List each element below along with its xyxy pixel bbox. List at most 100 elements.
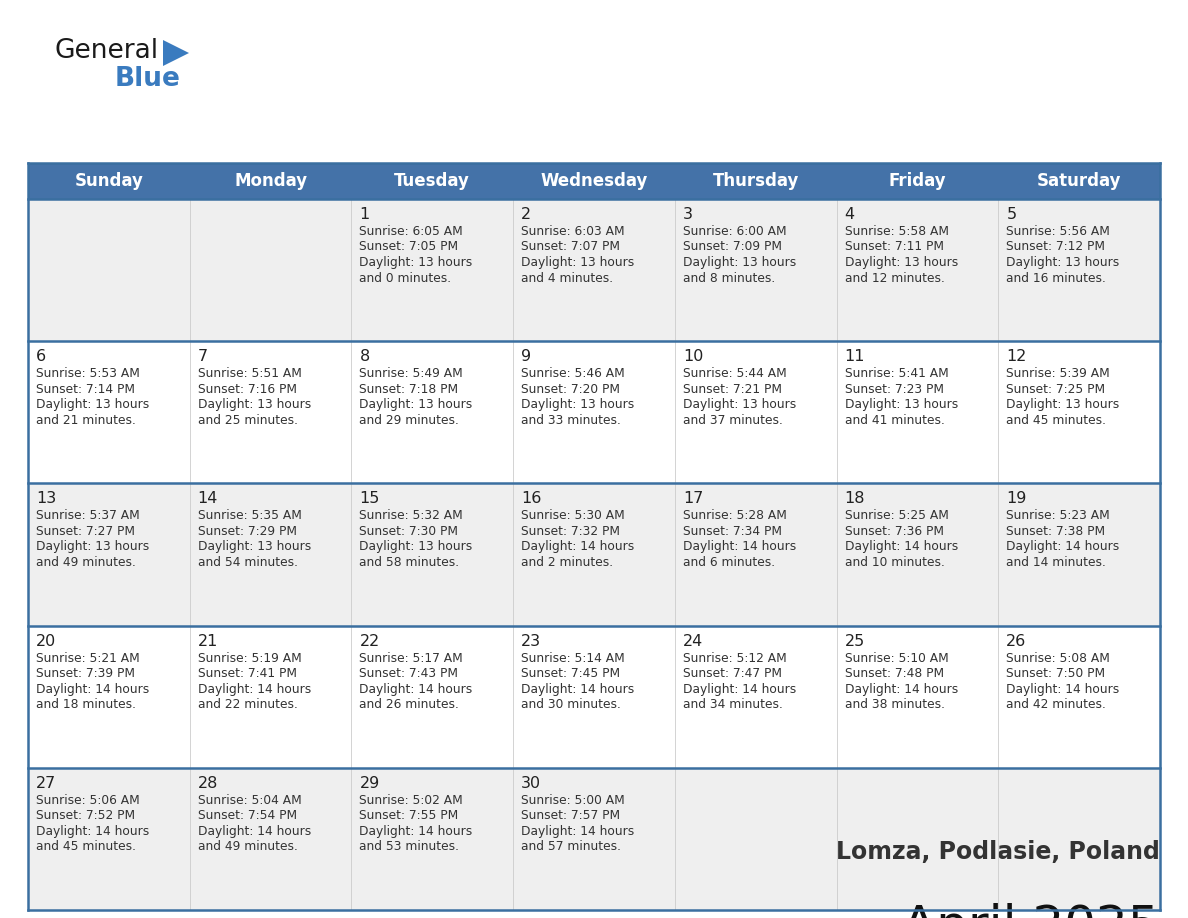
Text: Daylight: 14 hours: Daylight: 14 hours [522, 824, 634, 838]
Text: Sunset: 7:32 PM: Sunset: 7:32 PM [522, 525, 620, 538]
Text: 21: 21 [197, 633, 219, 649]
Text: Daylight: 13 hours: Daylight: 13 hours [360, 256, 473, 269]
Text: Sunset: 7:43 PM: Sunset: 7:43 PM [360, 667, 459, 680]
Text: 8: 8 [360, 349, 369, 364]
Text: Sunset: 7:41 PM: Sunset: 7:41 PM [197, 667, 297, 680]
Text: Sunset: 7:16 PM: Sunset: 7:16 PM [197, 383, 297, 396]
Text: Daylight: 13 hours: Daylight: 13 hours [683, 256, 796, 269]
Text: Daylight: 14 hours: Daylight: 14 hours [197, 683, 311, 696]
Text: Sunset: 7:52 PM: Sunset: 7:52 PM [36, 810, 135, 823]
Text: Sunrise: 5:28 AM: Sunrise: 5:28 AM [683, 509, 786, 522]
Text: Daylight: 13 hours: Daylight: 13 hours [845, 256, 958, 269]
Text: 11: 11 [845, 349, 865, 364]
Text: Blue: Blue [115, 66, 181, 92]
Text: Sunrise: 5:56 AM: Sunrise: 5:56 AM [1006, 225, 1110, 238]
Text: Saturday: Saturday [1037, 172, 1121, 190]
Text: and 34 minutes.: and 34 minutes. [683, 698, 783, 711]
Text: Sunset: 7:34 PM: Sunset: 7:34 PM [683, 525, 782, 538]
Bar [29, 341, 1159, 484]
Text: Sunset: 7:38 PM: Sunset: 7:38 PM [1006, 525, 1105, 538]
Text: 4: 4 [845, 207, 854, 222]
Text: Daylight: 13 hours: Daylight: 13 hours [522, 398, 634, 411]
Text: Sunset: 7:27 PM: Sunset: 7:27 PM [36, 525, 135, 538]
Text: and 29 minutes.: and 29 minutes. [360, 414, 460, 427]
Text: Sunrise: 5:46 AM: Sunrise: 5:46 AM [522, 367, 625, 380]
Text: and 0 minutes.: and 0 minutes. [360, 272, 451, 285]
Text: and 16 minutes.: and 16 minutes. [1006, 272, 1106, 285]
Text: 2: 2 [522, 207, 531, 222]
Text: and 49 minutes.: and 49 minutes. [197, 840, 297, 854]
Text: Sunrise: 5:12 AM: Sunrise: 5:12 AM [683, 652, 786, 665]
Text: Daylight: 13 hours: Daylight: 13 hours [683, 398, 796, 411]
Text: and 14 minutes.: and 14 minutes. [1006, 556, 1106, 569]
Text: Sunrise: 6:03 AM: Sunrise: 6:03 AM [522, 225, 625, 238]
Text: Sunrise: 6:05 AM: Sunrise: 6:05 AM [360, 225, 463, 238]
Text: 1: 1 [360, 207, 369, 222]
Text: 24: 24 [683, 633, 703, 649]
Text: Sunrise: 5:49 AM: Sunrise: 5:49 AM [360, 367, 463, 380]
Text: and 53 minutes.: and 53 minutes. [360, 840, 460, 854]
Text: Sunset: 7:45 PM: Sunset: 7:45 PM [522, 667, 620, 680]
Text: Sunset: 7:07 PM: Sunset: 7:07 PM [522, 241, 620, 253]
Text: and 21 minutes.: and 21 minutes. [36, 414, 135, 427]
Text: Daylight: 14 hours: Daylight: 14 hours [1006, 541, 1119, 554]
Text: Sunset: 7:23 PM: Sunset: 7:23 PM [845, 383, 943, 396]
Text: Wednesday: Wednesday [541, 172, 647, 190]
Text: and 49 minutes.: and 49 minutes. [36, 556, 135, 569]
Text: 19: 19 [1006, 491, 1026, 507]
Text: Daylight: 13 hours: Daylight: 13 hours [522, 256, 634, 269]
Text: Sunrise: 5:44 AM: Sunrise: 5:44 AM [683, 367, 786, 380]
Text: Daylight: 13 hours: Daylight: 13 hours [36, 541, 150, 554]
Text: Sunset: 7:29 PM: Sunset: 7:29 PM [197, 525, 297, 538]
Text: and 22 minutes.: and 22 minutes. [197, 698, 297, 711]
Text: 17: 17 [683, 491, 703, 507]
Text: Daylight: 14 hours: Daylight: 14 hours [36, 824, 150, 838]
Text: and 58 minutes.: and 58 minutes. [360, 556, 460, 569]
Text: 28: 28 [197, 776, 219, 790]
Bar [29, 767, 1159, 910]
Text: General: General [55, 38, 159, 64]
Text: and 57 minutes.: and 57 minutes. [522, 840, 621, 854]
Text: 5: 5 [1006, 207, 1017, 222]
Text: and 2 minutes.: and 2 minutes. [522, 556, 613, 569]
Text: 3: 3 [683, 207, 693, 222]
Text: and 25 minutes.: and 25 minutes. [197, 414, 298, 427]
Text: and 33 minutes.: and 33 minutes. [522, 414, 621, 427]
Text: Tuesday: Tuesday [394, 172, 470, 190]
Text: Friday: Friday [889, 172, 946, 190]
Text: Sunset: 7:21 PM: Sunset: 7:21 PM [683, 383, 782, 396]
Text: Sunrise: 5:02 AM: Sunrise: 5:02 AM [360, 794, 463, 807]
Text: Sunset: 7:18 PM: Sunset: 7:18 PM [360, 383, 459, 396]
Text: Daylight: 13 hours: Daylight: 13 hours [197, 541, 311, 554]
Text: Monday: Monday [234, 172, 308, 190]
Text: Sunset: 7:11 PM: Sunset: 7:11 PM [845, 241, 943, 253]
Text: 12: 12 [1006, 349, 1026, 364]
Text: Sunrise: 5:08 AM: Sunrise: 5:08 AM [1006, 652, 1110, 665]
Text: Daylight: 14 hours: Daylight: 14 hours [683, 541, 796, 554]
Bar [29, 625, 1159, 767]
Text: Daylight: 14 hours: Daylight: 14 hours [360, 824, 473, 838]
Text: Sunset: 7:55 PM: Sunset: 7:55 PM [360, 810, 459, 823]
Text: Sunrise: 6:00 AM: Sunrise: 6:00 AM [683, 225, 786, 238]
Text: Daylight: 13 hours: Daylight: 13 hours [197, 398, 311, 411]
Text: and 30 minutes.: and 30 minutes. [522, 698, 621, 711]
Text: Sunrise: 5:39 AM: Sunrise: 5:39 AM [1006, 367, 1110, 380]
Text: Sunset: 7:50 PM: Sunset: 7:50 PM [1006, 667, 1105, 680]
Text: Sunset: 7:14 PM: Sunset: 7:14 PM [36, 383, 135, 396]
Text: 9: 9 [522, 349, 531, 364]
Text: Sunrise: 5:37 AM: Sunrise: 5:37 AM [36, 509, 140, 522]
Text: Sunset: 7:36 PM: Sunset: 7:36 PM [845, 525, 943, 538]
Text: Sunrise: 5:32 AM: Sunrise: 5:32 AM [360, 509, 463, 522]
Text: Sunrise: 5:10 AM: Sunrise: 5:10 AM [845, 652, 948, 665]
Text: Sunrise: 5:21 AM: Sunrise: 5:21 AM [36, 652, 140, 665]
Text: Sunrise: 5:14 AM: Sunrise: 5:14 AM [522, 652, 625, 665]
Text: and 12 minutes.: and 12 minutes. [845, 272, 944, 285]
Text: Lomza, Podlasie, Poland: Lomza, Podlasie, Poland [836, 840, 1159, 864]
Text: Sunset: 7:47 PM: Sunset: 7:47 PM [683, 667, 782, 680]
Text: Sunrise: 5:30 AM: Sunrise: 5:30 AM [522, 509, 625, 522]
Text: 6: 6 [36, 349, 46, 364]
Text: Sunset: 7:05 PM: Sunset: 7:05 PM [360, 241, 459, 253]
Text: 20: 20 [36, 633, 56, 649]
Text: Sunset: 7:25 PM: Sunset: 7:25 PM [1006, 383, 1105, 396]
Text: Sunrise: 5:23 AM: Sunrise: 5:23 AM [1006, 509, 1110, 522]
